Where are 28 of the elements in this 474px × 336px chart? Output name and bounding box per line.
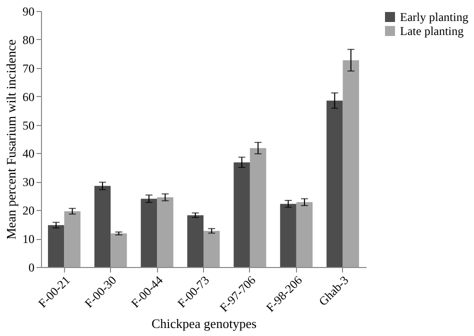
bar — [342, 60, 360, 267]
legend-label: Early planting — [400, 10, 468, 24]
x-axis-title: Chickpea genotypes — [151, 316, 257, 331]
y-tick-label: 90 — [22, 4, 34, 18]
legend-label: Late planting — [400, 24, 464, 38]
bar — [234, 162, 250, 267]
bar — [187, 215, 204, 267]
y-tick-label: 10 — [22, 232, 34, 246]
bar — [326, 100, 343, 267]
y-tick-label: 50 — [22, 118, 34, 132]
y-tick-label: 30 — [22, 175, 34, 190]
y-tick-label: 20 — [22, 204, 34, 218]
bar — [204, 230, 220, 267]
bar — [280, 204, 296, 267]
bar — [94, 186, 111, 267]
bar — [140, 198, 158, 267]
y-tick-label: 70 — [22, 61, 34, 76]
bar — [48, 225, 64, 267]
y-tick-label: 60 — [22, 90, 34, 104]
bar — [110, 233, 127, 267]
bar — [157, 197, 174, 267]
y-tick-label: 80 — [22, 32, 34, 47]
bar — [296, 202, 313, 267]
y-tick-label: 40 — [22, 146, 34, 161]
y-axis-title: Mean percent Fusarium wilt incidence — [4, 39, 18, 240]
bar — [64, 211, 80, 267]
y-tick-label: 0 — [28, 260, 34, 274]
bar — [250, 148, 266, 267]
